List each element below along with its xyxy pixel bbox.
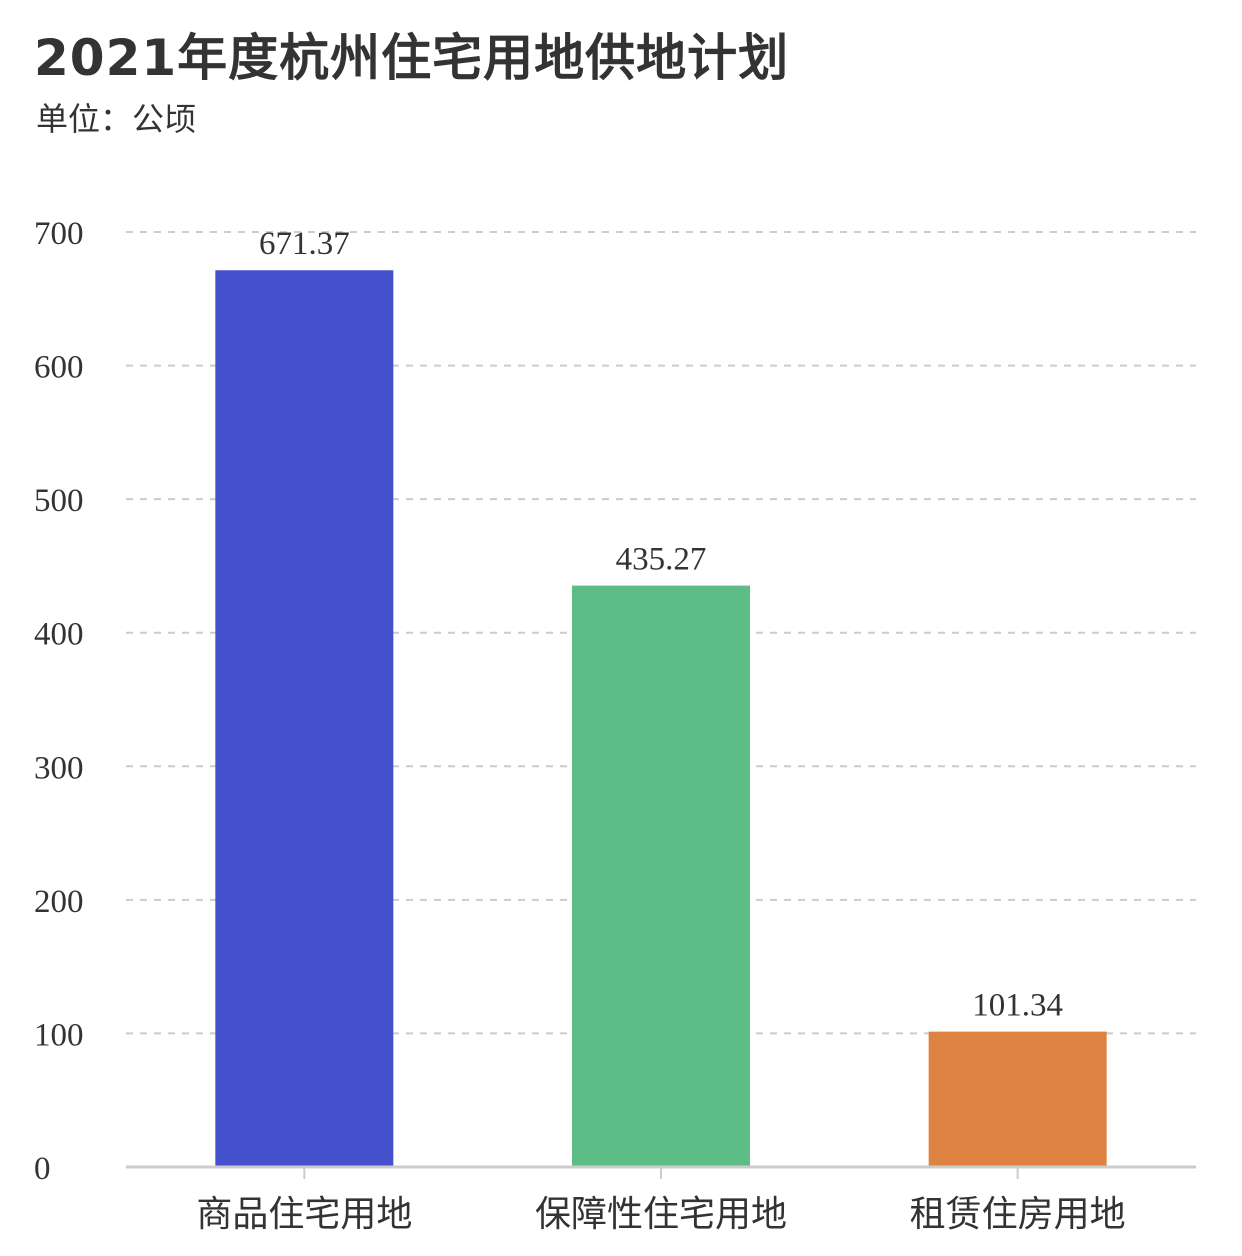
bar-2 [572, 585, 750, 1167]
bars [215, 270, 1107, 1168]
y-tick-label: 700 [34, 216, 84, 252]
unit-subtitle: 单位：公顷 [36, 100, 197, 138]
bar-3 [928, 1031, 1107, 1167]
data-label: 101.34 [972, 988, 1063, 1024]
chart-title: 2021年度杭州住宅用地供地计划 [34, 29, 790, 87]
data-label: 435.27 [616, 542, 707, 578]
labels: 0 100 200 300 400 500 600 700 671.37 商品住宅用地 435.27… [34, 216, 1126, 1235]
bar-1 [215, 270, 394, 1168]
y-tick-label: 200 [34, 884, 84, 920]
y-tick-label: 0 [34, 1151, 51, 1187]
axes [126, 1165, 1196, 1179]
data-label: 671.37 [259, 226, 350, 262]
category-label: 保障性住宅用地 [535, 1194, 787, 1235]
y-tick-label: 100 [34, 1017, 84, 1053]
y-tick-label: 500 [34, 483, 84, 519]
category-label: 租赁住房用地 [910, 1194, 1126, 1235]
category-label: 商品住宅用地 [196, 1194, 412, 1235]
y-tick-label: 400 [34, 617, 84, 653]
y-tick-label: 300 [34, 750, 84, 786]
y-tick-label: 600 [34, 350, 84, 386]
